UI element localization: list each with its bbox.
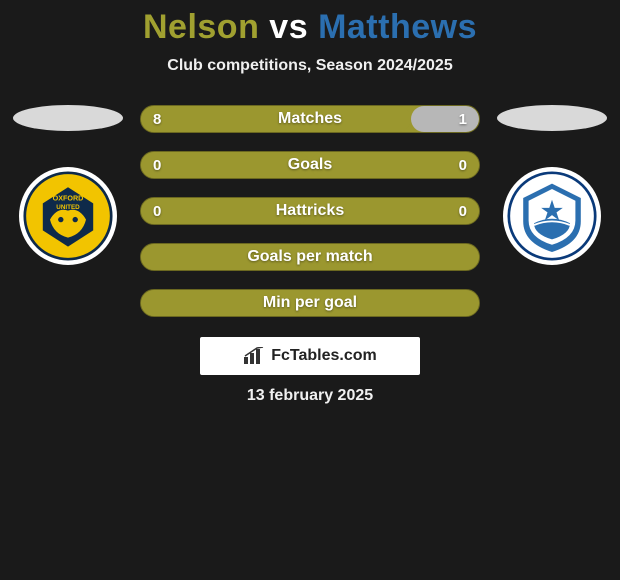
title-player1: Nelson	[143, 8, 259, 46]
main-row: OXFORD UNITED 81Matches 00Goals 00Hattrick…	[0, 103, 620, 317]
svg-text:UNITED: UNITED	[56, 204, 80, 211]
title-vs: vs	[269, 8, 308, 46]
subtitle: Club competitions, Season 2024/2025	[0, 57, 620, 75]
stat-bar: Goals per match	[140, 243, 480, 271]
svg-text:OXFORD: OXFORD	[53, 194, 84, 203]
page-title: Nelson vs Matthews	[0, 8, 620, 47]
bar-fill-right	[310, 152, 479, 178]
stat-bar: Min per goal	[140, 289, 480, 317]
right-ellipse	[497, 105, 607, 131]
stat-bars: 81Matches 00Goals 00Hattricks Goals per mat…	[140, 103, 480, 317]
branding-badge: FcTables.com	[200, 337, 420, 375]
date-text: 13 february 2025	[0, 387, 620, 405]
bar-fill-left	[141, 290, 310, 316]
bar-fill-right	[411, 106, 479, 132]
title-player2: Matthews	[318, 8, 477, 46]
stat-bar: 00Hattricks	[140, 197, 480, 225]
portsmouth-crest-icon	[503, 167, 601, 265]
bar-fill-left	[141, 152, 310, 178]
stat-bar: 81Matches	[140, 105, 480, 133]
oxford-united-crest-icon: OXFORD UNITED	[19, 167, 117, 265]
bar-fill-left	[141, 244, 310, 270]
stat-bar: 00Goals	[140, 151, 480, 179]
comparison-card: Nelson vs Matthews Club competitions, Se…	[0, 0, 620, 405]
left-ellipse	[13, 105, 123, 131]
bar-fill-left	[141, 198, 310, 224]
right-side	[496, 103, 608, 265]
bar-fill-left	[141, 106, 411, 132]
bar-fill-right	[310, 290, 479, 316]
branding-text: FcTables.com	[271, 347, 377, 365]
chart-icon	[243, 347, 265, 365]
left-side: OXFORD UNITED	[12, 103, 124, 265]
bar-fill-right	[310, 198, 479, 224]
bar-fill-right	[310, 244, 479, 270]
